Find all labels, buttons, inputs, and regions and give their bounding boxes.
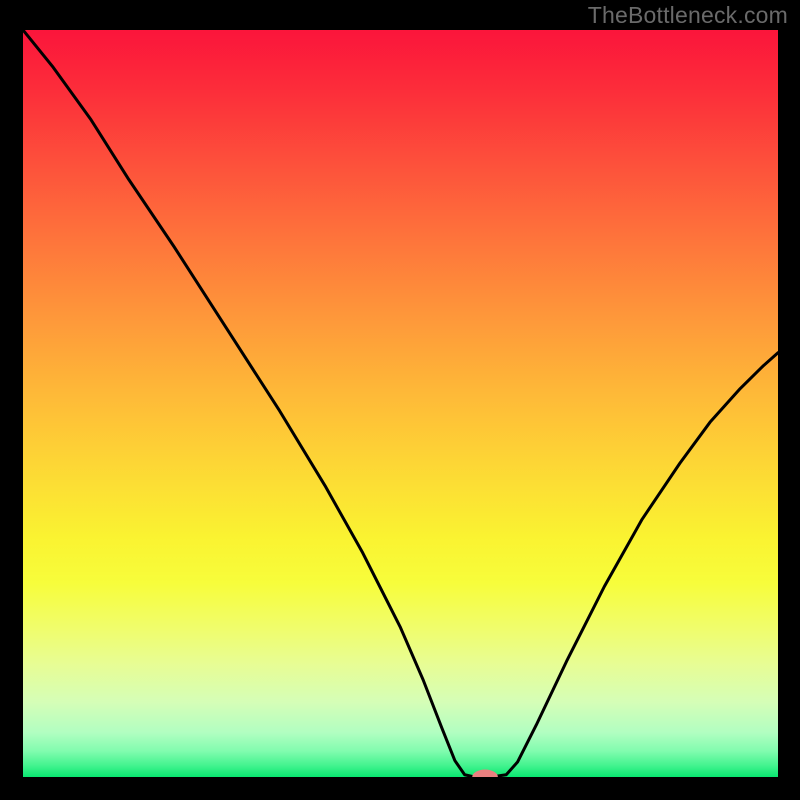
gradient-background (23, 30, 778, 777)
bottleneck-chart (23, 30, 778, 777)
watermark-text: TheBottleneck.com (588, 2, 788, 29)
